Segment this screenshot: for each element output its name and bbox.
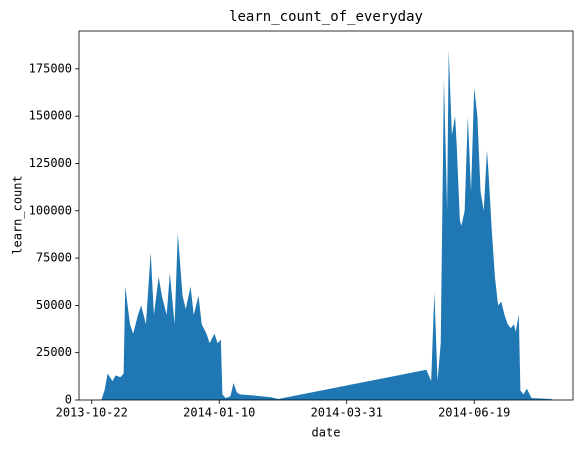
x-tick-label: 2013-10-22	[56, 406, 128, 420]
x-tick-label: 2014-06-19	[438, 406, 510, 420]
y-tick-label: 125000	[29, 156, 72, 170]
y-axis-label: learn_count	[11, 175, 25, 254]
y-tick-label: 175000	[29, 61, 72, 75]
plot-frame	[78, 30, 574, 401]
y-tick-label: 0	[65, 393, 72, 407]
area	[101, 49, 554, 401]
x-axis-label: date	[312, 426, 341, 440]
y-tick-label: 150000	[29, 109, 72, 123]
y-tick-label: 75000	[36, 251, 72, 265]
y-tick-label: 50000	[36, 298, 72, 312]
y-tick-label: 100000	[29, 203, 72, 217]
x-tick-label: 2014-01-10	[183, 406, 255, 420]
chart-title: learn_count_of_everyday	[229, 9, 423, 25]
x-tick-label: 2014-03-31	[311, 406, 383, 420]
y-tick-label: 25000	[36, 345, 72, 359]
